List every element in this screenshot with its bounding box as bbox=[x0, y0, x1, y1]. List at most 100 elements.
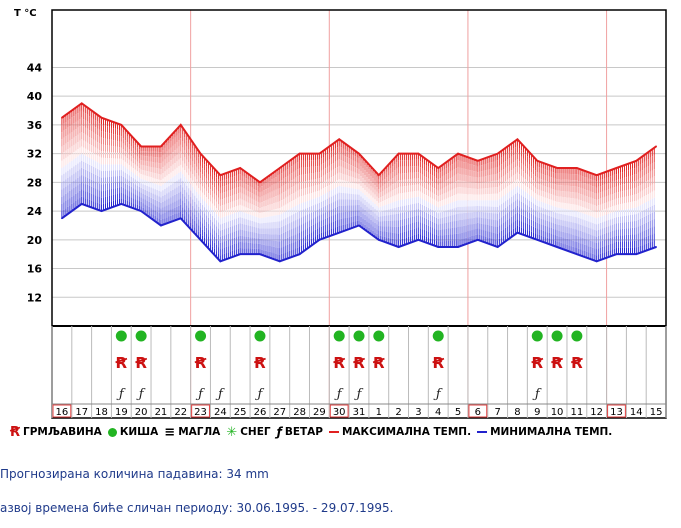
event-panel: Ꞧ Ꞧ Ꞧ Ꞧ Ꞧ Ꞧ Ꞧ Ꞧ Ꞧ Ꞧ Ꞧƒ ƒ ƒ ƒ ƒ ƒ ƒ ƒ ƒ bbox=[51, 326, 667, 418]
max-line-icon bbox=[328, 431, 339, 433]
min-temp-point bbox=[575, 253, 578, 256]
day-label: 25 bbox=[234, 407, 247, 418]
max-temp-point bbox=[318, 152, 321, 155]
max-temp-point bbox=[377, 174, 380, 177]
thunder-icon: Ꞧ bbox=[194, 354, 207, 372]
thunder-icon: Ꞧ bbox=[253, 354, 266, 372]
rain-icon bbox=[571, 330, 583, 342]
rain-icon bbox=[115, 330, 127, 342]
max-temp-point bbox=[298, 152, 301, 155]
wind-icon: ƒ bbox=[334, 387, 344, 402]
day-label: 4 bbox=[435, 407, 441, 418]
min-temp-point bbox=[259, 253, 261, 256]
thunder-icon: Ꞧ bbox=[332, 354, 345, 372]
day-label: 3 bbox=[415, 407, 421, 418]
min-temp-point bbox=[160, 224, 162, 227]
max-temp-point bbox=[397, 152, 400, 155]
legend-min: МИНИМАЛНА ТЕМП. bbox=[477, 426, 612, 438]
thunder-icon: Ꞧ bbox=[10, 424, 21, 440]
day-label: 29 bbox=[313, 407, 326, 418]
min-temp-point bbox=[199, 238, 202, 241]
y-tick-label: 28 bbox=[27, 176, 42, 189]
min-temp-point bbox=[298, 253, 301, 256]
wind-icon: ƒ bbox=[116, 387, 126, 402]
rain-icon bbox=[333, 330, 345, 342]
wind-icon: ƒ bbox=[532, 387, 542, 402]
precipitation-text: Прогнозирана количина падавина: 34 mm bbox=[0, 467, 269, 481]
legend-fog-label: МАГЛА bbox=[178, 426, 221, 438]
day-label: 27 bbox=[273, 407, 286, 418]
day-label: 24 bbox=[214, 407, 227, 418]
legend-thunder-label: ГРМЉАВИНА bbox=[23, 426, 102, 438]
y-tick-label: 44 bbox=[27, 61, 43, 74]
day-label: 18 bbox=[95, 407, 108, 418]
min-temp-point bbox=[80, 203, 83, 205]
thunder-icon: Ꞧ bbox=[352, 354, 365, 372]
legend-rain: КИША bbox=[107, 426, 158, 438]
min-temp-point bbox=[457, 246, 459, 248]
min-temp-point bbox=[140, 210, 143, 212]
day-axis: 16 17 18 19 20 21 22 23 24 25 26 27 28 29 30 31 1 2 3 4 5 6 7 8… bbox=[52, 403, 666, 418]
wind-icon: ƒ bbox=[276, 425, 282, 439]
wind-icon: ƒ bbox=[354, 387, 364, 402]
day-label: 5 bbox=[455, 407, 461, 418]
rain-icon bbox=[135, 330, 147, 342]
min-temp-point bbox=[338, 231, 341, 234]
rain-icon bbox=[432, 330, 444, 342]
day-label: 26 bbox=[254, 407, 267, 418]
max-temp-point bbox=[61, 116, 63, 119]
day-label: 17 bbox=[75, 407, 88, 418]
min-temp-point bbox=[120, 203, 123, 205]
legend-snow: ✳ СНЕГ bbox=[226, 425, 270, 440]
day-label: 15 bbox=[650, 407, 663, 418]
min-temp-point bbox=[358, 224, 360, 227]
day-label: 12 bbox=[590, 407, 603, 418]
max-temp-point bbox=[575, 167, 578, 169]
min-temp-point bbox=[655, 246, 657, 248]
rain-dot-icon bbox=[107, 427, 117, 437]
y-tick-label: 16 bbox=[27, 263, 43, 276]
week-start-marker bbox=[607, 404, 626, 418]
min-temp-point bbox=[635, 253, 638, 256]
rain-icon bbox=[353, 330, 365, 342]
thunder-icon: Ꞧ bbox=[550, 354, 563, 372]
max-temp-point bbox=[219, 174, 222, 177]
day-label: 7 bbox=[494, 407, 500, 418]
thunder-icon: Ꞧ bbox=[134, 354, 147, 372]
period-text: азвој времена биће сличан периоду: 30.06… bbox=[0, 501, 394, 515]
min-temp-point bbox=[476, 238, 479, 241]
min-temp-point bbox=[61, 217, 63, 220]
min-temp-point bbox=[278, 260, 281, 263]
week-start-marker bbox=[329, 404, 349, 418]
max-temp-point bbox=[100, 116, 103, 119]
snow-icon: ✳ bbox=[226, 424, 238, 440]
day-label: 19 bbox=[115, 407, 128, 418]
max-temp-point bbox=[516, 138, 519, 141]
max-temp-point bbox=[615, 167, 618, 169]
min-temp-point bbox=[219, 260, 222, 263]
max-temp-point bbox=[239, 167, 242, 169]
min-temp-point bbox=[100, 210, 103, 212]
thunder-icon: Ꞧ bbox=[431, 354, 444, 372]
rain-icon bbox=[195, 330, 207, 342]
day-label: 1 bbox=[376, 407, 382, 418]
thunder-icon: Ꞧ bbox=[372, 354, 385, 372]
legend-min-label: МИНИМАЛНА ТЕМП. bbox=[490, 426, 613, 438]
day-label: 28 bbox=[293, 407, 306, 418]
legend-fog: ≡ МАГЛА bbox=[164, 425, 220, 440]
max-temp-point bbox=[358, 152, 360, 155]
max-temp-point bbox=[496, 152, 499, 155]
max-temp-point bbox=[179, 124, 182, 126]
day-label: 13 bbox=[610, 407, 623, 418]
day-label: 23 bbox=[194, 407, 207, 418]
day-label: 2 bbox=[395, 407, 401, 418]
max-temp-point bbox=[635, 159, 638, 162]
min-temp-point bbox=[437, 246, 440, 248]
thunder-icon: Ꞧ bbox=[115, 354, 128, 372]
max-temp-point bbox=[476, 159, 479, 162]
max-temp-point bbox=[437, 167, 440, 169]
min-temp-point bbox=[179, 217, 182, 220]
max-temp-point bbox=[278, 167, 281, 169]
